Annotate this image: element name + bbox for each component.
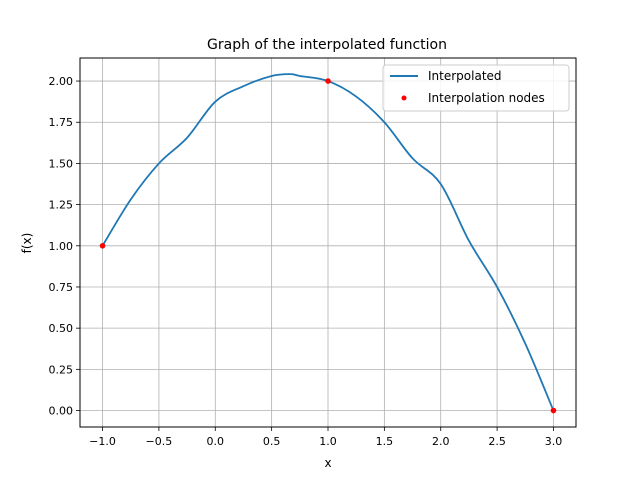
grid-lines	[80, 58, 576, 427]
series-line-interpolated	[101, 73, 555, 411]
x-tick-label: 3.0	[545, 435, 563, 448]
y-tick-label: 0.50	[49, 322, 74, 335]
legend-label-interpolated: Interpolated	[428, 69, 502, 83]
legend-label-nodes: Interpolation nodes	[428, 91, 545, 105]
x-tick-label: −1.0	[89, 435, 116, 448]
y-tick-label: 2.00	[49, 75, 74, 88]
y-axis-label: f(x)	[20, 233, 34, 254]
interpolation-node-point	[325, 78, 331, 84]
x-tick-label: 2.5	[488, 435, 506, 448]
x-tick-label: 0.0	[207, 435, 225, 448]
x-tick-label: −0.5	[146, 435, 173, 448]
legend-box	[382, 64, 570, 112]
x-tick-label: 1.0	[319, 435, 337, 448]
x-axis-label: x	[324, 456, 331, 470]
y-tick-label: 1.25	[49, 199, 74, 212]
y-tick-label: 1.50	[49, 157, 74, 170]
legend-point-marker	[401, 95, 407, 101]
x-tick-label: 1.5	[376, 435, 394, 448]
x-tick-label: 2.0	[432, 435, 450, 448]
interpolation-node-point	[99, 242, 106, 249]
chart-title: Graph of the interpolated function	[207, 37, 447, 53]
y-tick-label: 1.75	[49, 116, 74, 129]
x-tick-label: 0.5	[263, 435, 281, 448]
y-tick-label: 0.25	[49, 363, 74, 376]
legend: Interpolated Interpolation nodes	[382, 64, 570, 112]
x-axis-ticks: −1.0 −0.5 0.0 0.5 1.0 1.5 2.0 2.5 3.0	[89, 427, 562, 448]
plot-series	[99, 73, 557, 414]
y-tick-label: 0.00	[49, 405, 74, 418]
interpolation-node-point	[550, 407, 557, 414]
y-axis-ticks: 0.00 0.25 0.50 0.75 1.00 1.25 1.50 1.75 2.00	[49, 75, 80, 418]
y-tick-label: 1.00	[49, 240, 74, 253]
y-tick-label: 0.75	[49, 281, 74, 294]
